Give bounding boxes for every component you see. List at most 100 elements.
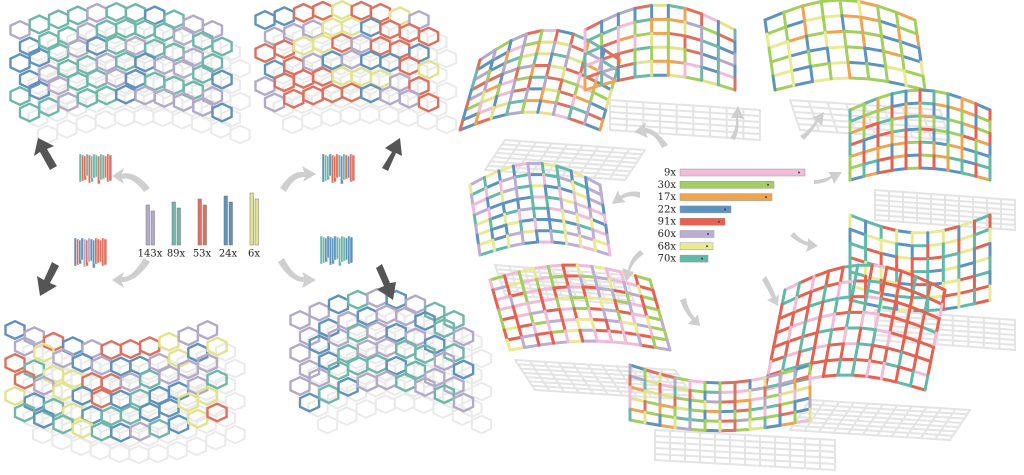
hex-cell [360, 50, 382, 71]
rod [801, 331, 819, 339]
rod [767, 40, 790, 50]
hex-cell [4, 352, 26, 374]
shadow [759, 440, 776, 444]
rod [926, 268, 945, 274]
rod [941, 292, 961, 298]
rod [546, 320, 553, 335]
shadow [889, 325, 908, 329]
part-icon [176, 207, 181, 246]
hex-cell [350, 33, 372, 54]
shadow [591, 154, 610, 158]
shadow [301, 110, 323, 131]
rod [765, 32, 771, 50]
rod [571, 180, 589, 190]
hex-cell [4, 385, 26, 407]
shadow [930, 193, 946, 196]
shadow [604, 368, 621, 372]
shadow [709, 123, 728, 127]
rod [703, 390, 722, 395]
rod [864, 219, 883, 229]
rod [806, 300, 825, 309]
rod [555, 164, 560, 179]
shadow [699, 455, 716, 459]
shadow [936, 333, 954, 337]
part-bar [679, 254, 709, 263]
shadow [874, 209, 890, 212]
hex-cell [105, 34, 128, 56]
shadow [522, 371, 540, 375]
rod [769, 354, 787, 363]
rod [643, 410, 662, 417]
shadow [930, 218, 946, 221]
arrow [800, 112, 824, 140]
shadow [617, 165, 635, 169]
rod [523, 288, 541, 295]
rod [514, 312, 533, 319]
rod [763, 18, 769, 36]
arrow [790, 232, 818, 252]
shadow [524, 270, 541, 274]
shadow [944, 194, 960, 197]
rod [547, 52, 554, 68]
shadow [714, 462, 731, 466]
rod [506, 44, 526, 54]
rod [588, 207, 606, 217]
shadow [930, 203, 946, 206]
shadow [642, 113, 661, 117]
rod [575, 72, 582, 87]
rod [578, 61, 585, 76]
rod [923, 296, 930, 314]
shadow [569, 378, 586, 382]
rod [539, 99, 558, 105]
rod [464, 101, 483, 112]
rod [771, 74, 777, 92]
hex-cell [66, 5, 89, 26]
rod [514, 315, 521, 329]
shadow [598, 380, 615, 384]
rod [879, 361, 886, 381]
shadow [851, 120, 872, 124]
shadow [901, 106, 906, 115]
part-bar [679, 230, 715, 238]
rod [688, 379, 707, 384]
rod [630, 312, 637, 326]
rod [815, 328, 834, 335]
shadow [998, 347, 1016, 351]
shadow [535, 141, 553, 145]
rod [873, 312, 880, 332]
shadow [967, 335, 985, 339]
rod [841, 263, 860, 269]
rod [643, 389, 662, 397]
rod [518, 218, 537, 223]
rod [616, 61, 637, 69]
rod [531, 322, 538, 337]
rod [879, 281, 886, 300]
rod [600, 25, 620, 36]
rod [555, 164, 573, 173]
rod [809, 274, 816, 294]
rod [508, 294, 515, 308]
shadow [804, 437, 821, 441]
rod [551, 101, 558, 116]
rod [578, 274, 585, 289]
rod [616, 20, 637, 29]
rod [545, 195, 550, 210]
rod [801, 320, 808, 339]
part-icon [223, 195, 228, 246]
rod [700, 65, 720, 74]
shadow [797, 123, 801, 131]
rod [960, 158, 978, 166]
rod [504, 219, 522, 227]
rod [553, 28, 560, 44]
hex-cell [360, 83, 382, 104]
rod [532, 264, 550, 271]
rod [472, 207, 491, 217]
hex-cell [417, 92, 440, 113]
rod [599, 193, 605, 207]
rod [570, 105, 589, 115]
rod [541, 87, 561, 93]
rod [633, 322, 652, 329]
rod [505, 230, 524, 238]
cluster-part [349, 236, 354, 264]
shadow [890, 413, 908, 416]
